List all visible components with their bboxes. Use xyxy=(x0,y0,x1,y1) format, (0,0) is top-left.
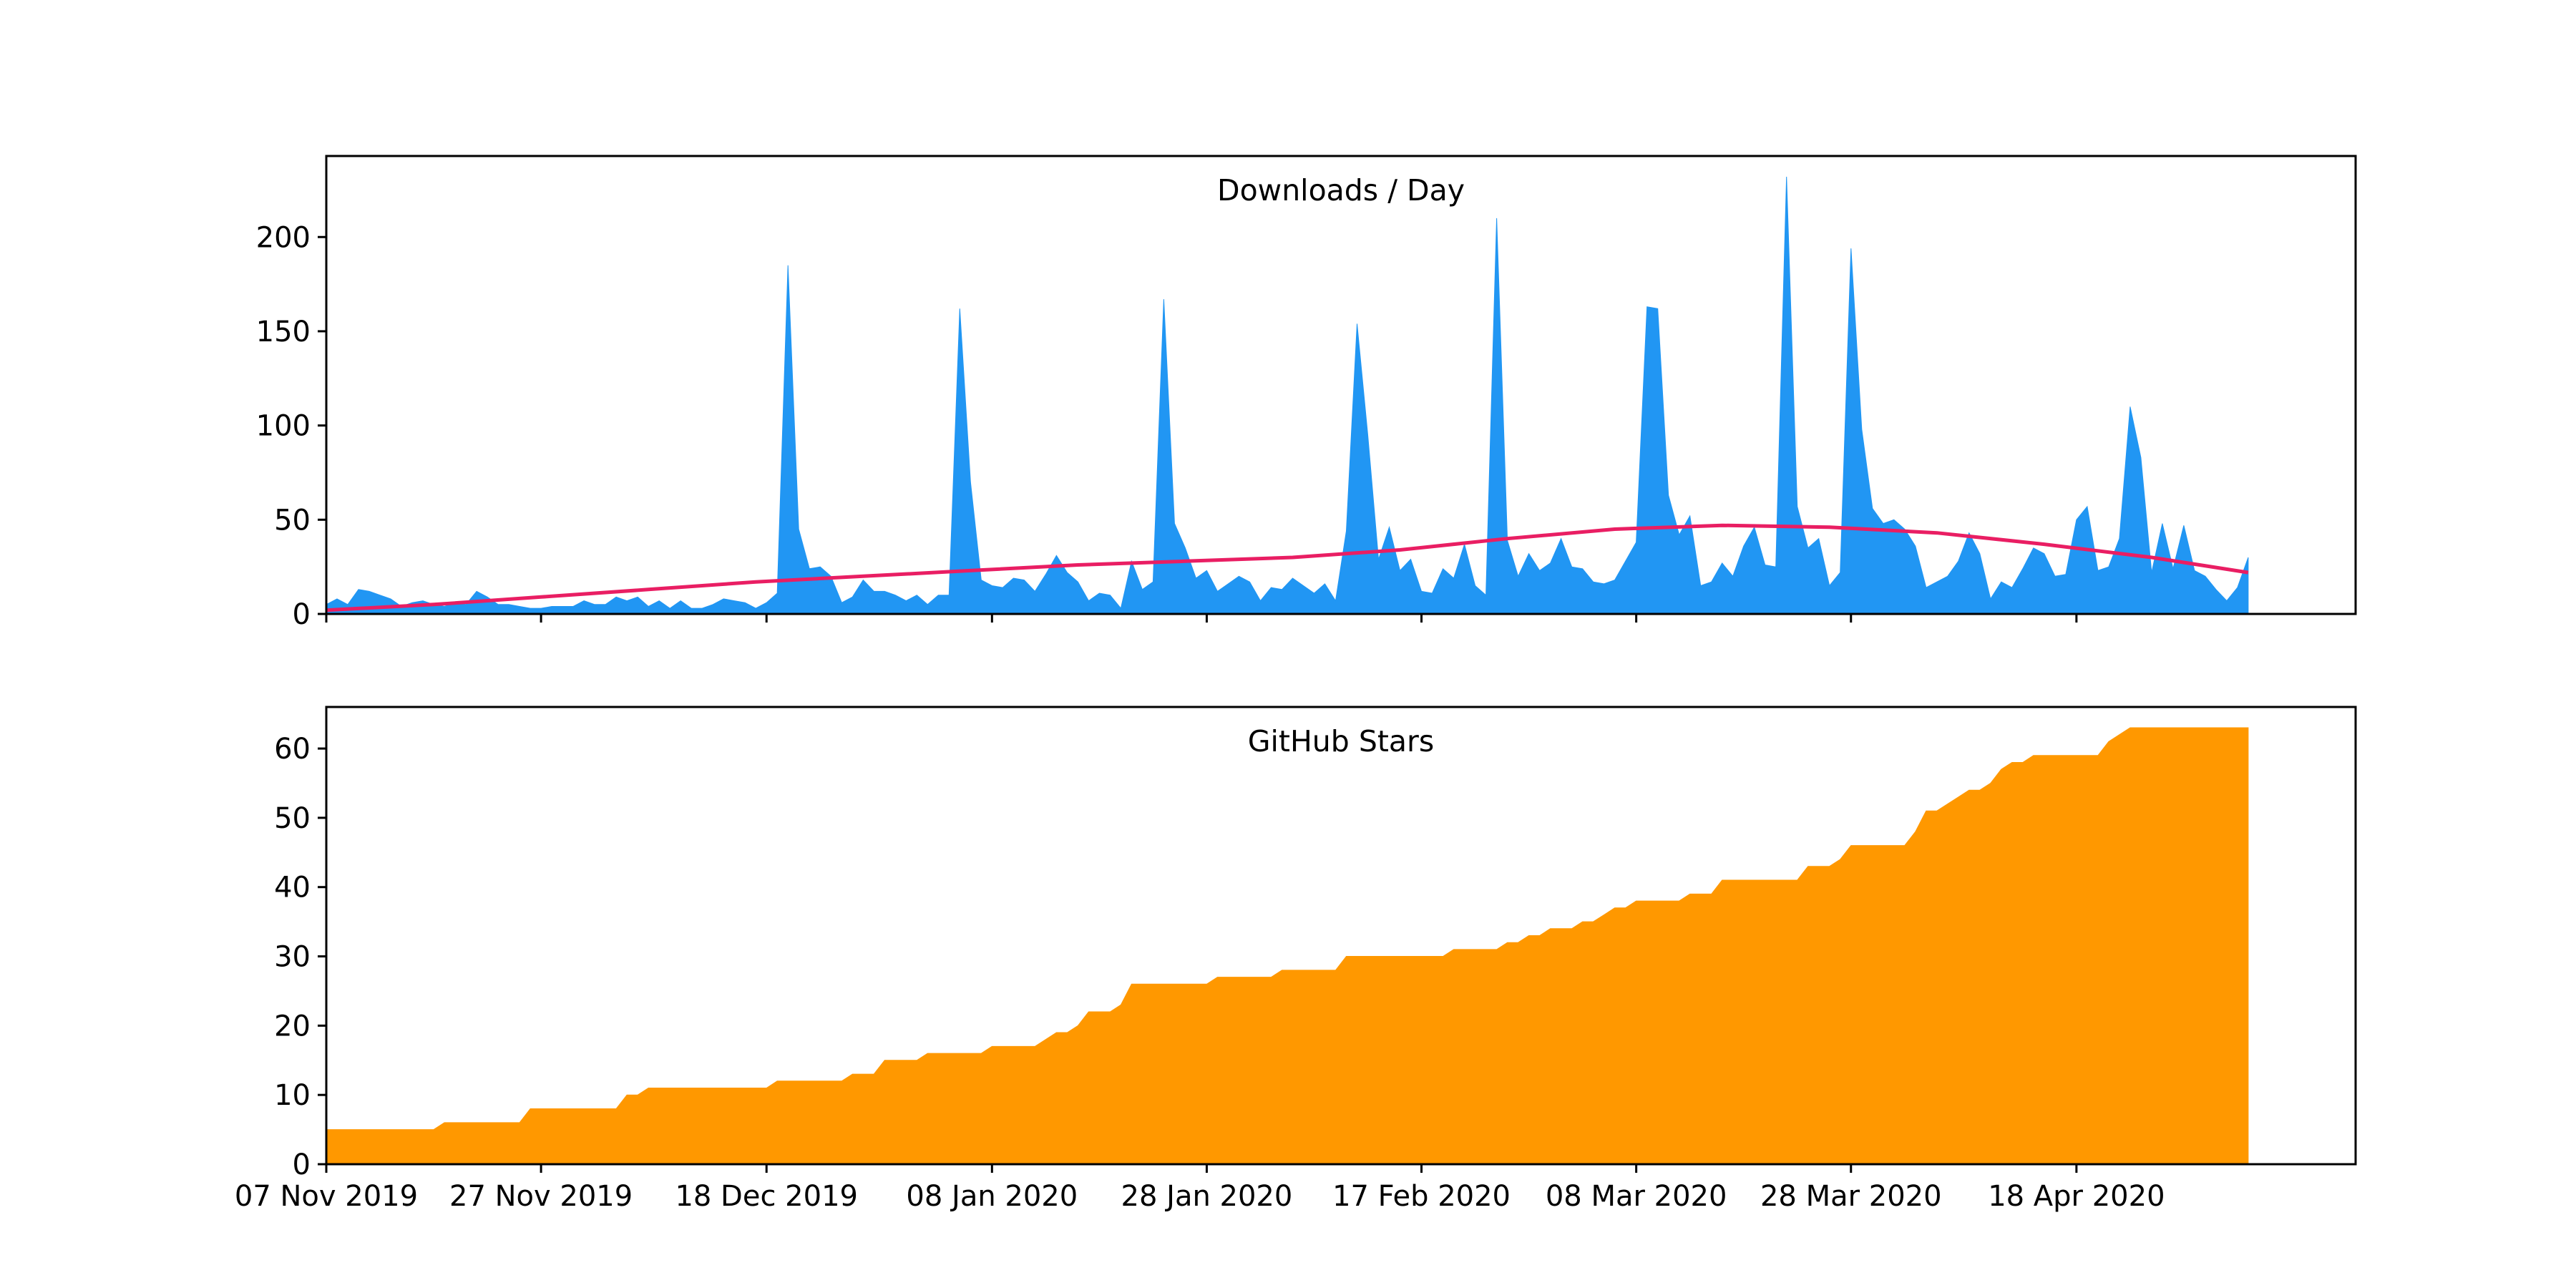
github-stars-y-tick-label: 20 xyxy=(274,1010,311,1043)
downloads-y-tick-label: 50 xyxy=(274,504,311,537)
downloads-y-tick-label: 150 xyxy=(256,316,311,348)
github-stars-x-tick-label: 18 Dec 2019 xyxy=(675,1180,858,1213)
github-stars-x-tick-label: 17 Feb 2020 xyxy=(1332,1180,1511,1213)
github-stars-x-tick-label: 28 Mar 2020 xyxy=(1760,1180,1942,1213)
downloads-y-tick-label: 200 xyxy=(256,221,311,254)
github-stars-title: GitHub Stars xyxy=(1248,724,1435,758)
downloads-y-tick-label: 0 xyxy=(293,598,311,631)
downloads-trend-line xyxy=(326,523,2249,613)
downloads-y-tick-label: 100 xyxy=(256,410,311,443)
downloads-title: Downloads / Day xyxy=(1217,173,1465,208)
downloads-axes-frame xyxy=(325,155,2357,615)
downloads-area-series xyxy=(326,176,2249,614)
github-stars-x-tick-label: 27 Nov 2019 xyxy=(449,1180,633,1213)
github-stars-x-tick-label: 08 Mar 2020 xyxy=(1546,1180,1727,1213)
github-stars-panel: GitHub Stars 0 10 20 30 40 50 60 07 Nov 2019 27 N… xyxy=(235,706,2357,1213)
downloads-panel: Downloads / Day 0 50 100 150 200 xyxy=(256,155,2357,631)
github-stars-x-tick-label: 18 Apr 2020 xyxy=(1988,1180,2165,1213)
github-stars-y-tick-label: 50 xyxy=(274,802,311,835)
github-stars-y-tick-label: 10 xyxy=(274,1079,311,1112)
github-stars-x-tick-label: 28 Jan 2020 xyxy=(1121,1180,1293,1213)
github-stars-area-series xyxy=(326,727,2249,1164)
github-stars-y-tick-label: 40 xyxy=(274,872,311,904)
github-stars-x-tick-label: 08 Jan 2020 xyxy=(906,1180,1078,1213)
github-stars-x-tick-label: 07 Nov 2019 xyxy=(235,1180,418,1213)
github-stars-y-tick-label: 0 xyxy=(293,1148,311,1181)
github-stars-plot-area xyxy=(326,727,2249,1164)
downloads-plot-area xyxy=(326,176,2249,614)
github-stars-y-tick-label: 30 xyxy=(274,941,311,974)
github-stars-y-tick-label: 60 xyxy=(274,733,311,766)
github-stars-axes-frame xyxy=(325,706,2357,1166)
